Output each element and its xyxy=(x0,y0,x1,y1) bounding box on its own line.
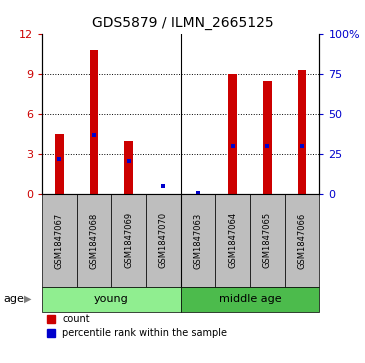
Text: GSM1847064: GSM1847064 xyxy=(228,212,237,269)
Bar xyxy=(285,194,319,287)
Text: age: age xyxy=(4,294,24,304)
Bar xyxy=(159,193,168,194)
Bar xyxy=(42,287,181,311)
Bar xyxy=(90,50,98,194)
Legend: count, percentile rank within the sample: count, percentile rank within the sample xyxy=(47,314,227,338)
Bar xyxy=(124,141,133,194)
Bar xyxy=(77,194,111,287)
Bar xyxy=(146,194,181,287)
Text: GDS5879 / ILMN_2665125: GDS5879 / ILMN_2665125 xyxy=(92,16,273,30)
Text: GSM1847066: GSM1847066 xyxy=(297,212,307,269)
Bar xyxy=(215,194,250,287)
Text: GSM1847067: GSM1847067 xyxy=(55,212,64,269)
Bar xyxy=(194,193,202,194)
Bar xyxy=(263,81,272,194)
Text: young: young xyxy=(94,294,129,304)
Bar xyxy=(181,287,319,311)
Text: GSM1847065: GSM1847065 xyxy=(263,212,272,269)
Bar xyxy=(228,74,237,194)
Text: ▶: ▶ xyxy=(24,294,31,304)
Text: GSM1847068: GSM1847068 xyxy=(89,212,99,269)
Text: middle age: middle age xyxy=(219,294,281,304)
Bar xyxy=(42,194,77,287)
Bar xyxy=(250,194,285,287)
Bar xyxy=(298,70,306,194)
Text: GSM1847070: GSM1847070 xyxy=(159,212,168,269)
Bar xyxy=(111,194,146,287)
Bar xyxy=(181,194,215,287)
Bar xyxy=(55,134,64,194)
Text: GSM1847069: GSM1847069 xyxy=(124,212,133,269)
Text: GSM1847063: GSM1847063 xyxy=(193,212,203,269)
